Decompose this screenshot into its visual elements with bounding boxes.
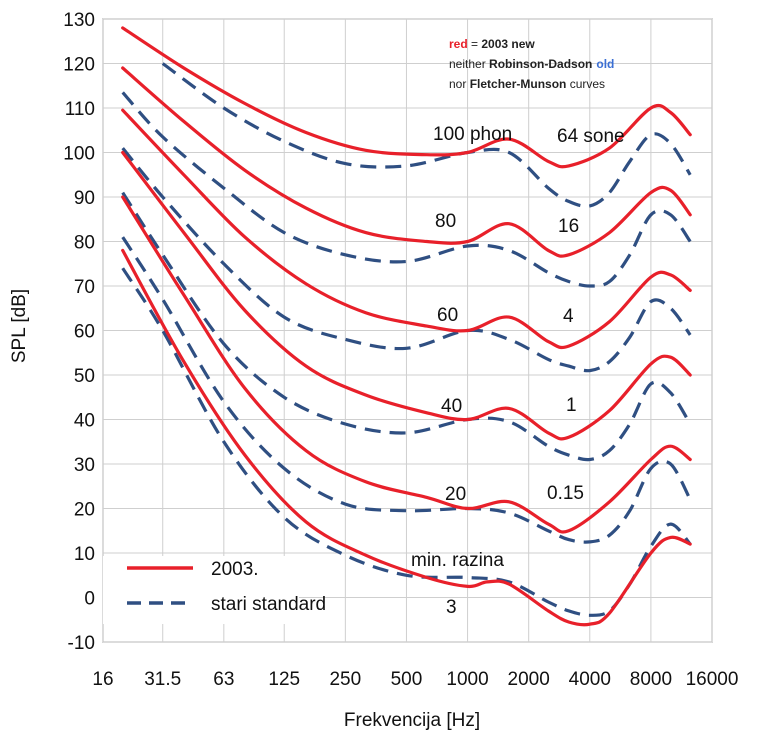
y-tick-label: 130 bbox=[63, 10, 95, 31]
x-tick-label: 4000 bbox=[569, 669, 611, 690]
annotation-neither: neither bbox=[449, 57, 489, 71]
y-tick-labels: -10 0 10 20 30 40 50 60 70 80 90 100 110 120 130 bbox=[63, 10, 95, 654]
y-tick-label: 90 bbox=[74, 188, 95, 209]
x-tick-labels: 16 31.5 63 125 250 500 1000 2000 4000 8000 16000 bbox=[92, 669, 738, 690]
x-tick-label: 1000 bbox=[446, 669, 488, 690]
phon-label-20: 20 bbox=[445, 484, 466, 505]
new-curve-1 bbox=[121, 66, 692, 258]
y-axis-title: SPL [dB] bbox=[9, 289, 30, 363]
y-tick-label: 40 bbox=[74, 411, 95, 432]
y-tick-label: 50 bbox=[74, 366, 95, 387]
y-tick-label: 20 bbox=[74, 500, 95, 521]
annotation-line-3: nor Fletcher-Munson curves bbox=[449, 77, 605, 91]
x-tick-label: 500 bbox=[391, 669, 423, 690]
legend: 2003. stari standard bbox=[103, 556, 326, 624]
new-2003-curves bbox=[121, 26, 692, 627]
phon-label-3: 3 bbox=[446, 597, 457, 618]
y-tick-label: 120 bbox=[63, 55, 95, 76]
y-tick-label: -10 bbox=[68, 633, 95, 654]
new-curve-3 bbox=[121, 150, 692, 441]
sone-label-0-15: 0.15 bbox=[547, 483, 584, 504]
legend-label-old: stari standard bbox=[211, 594, 326, 615]
old-curve-4 bbox=[121, 236, 692, 544]
annotation-equals: = bbox=[468, 37, 482, 51]
old-curve-1 bbox=[121, 91, 692, 288]
annotation-line-2: neither Robinson-Dadson old bbox=[449, 57, 614, 71]
x-tick-label: 250 bbox=[329, 669, 361, 690]
annotation-old-word: old bbox=[596, 57, 614, 71]
y-tick-label: 110 bbox=[65, 99, 95, 120]
old-curve-5 bbox=[121, 267, 692, 617]
x-tick-label: 16000 bbox=[686, 669, 739, 690]
phon-label-60: 60 bbox=[437, 305, 458, 326]
y-tick-label: 100 bbox=[63, 144, 95, 165]
x-tick-label: 125 bbox=[268, 669, 300, 690]
annotation-fletcher-munson: Fletcher-Munson bbox=[470, 77, 567, 91]
old-standard-curves bbox=[121, 62, 692, 617]
x-axis-title: Frekvencija [Hz] bbox=[344, 710, 480, 731]
sone-label-4: 4 bbox=[563, 306, 574, 327]
y-tick-label: 80 bbox=[74, 233, 95, 254]
annotation-curves: curves bbox=[566, 77, 605, 91]
sone-label-64: 64 sone bbox=[557, 126, 625, 147]
new-curve-2 bbox=[121, 108, 692, 350]
annotation-nor: nor bbox=[449, 77, 470, 91]
x-tick-label: 31.5 bbox=[144, 669, 181, 690]
y-tick-label: 0 bbox=[84, 589, 95, 610]
new-curve-4 bbox=[121, 195, 692, 534]
y-tick-label: 30 bbox=[74, 455, 95, 476]
sone-label-16: 16 bbox=[558, 216, 579, 237]
phon-label-min-razina: min. razina bbox=[411, 550, 504, 571]
x-tick-label: 63 bbox=[213, 669, 234, 690]
phon-label-80: 80 bbox=[435, 211, 456, 232]
y-tick-label: 60 bbox=[74, 322, 95, 343]
annotation-line-1: red = 2003 new bbox=[449, 37, 535, 51]
old-curve-3 bbox=[121, 191, 692, 462]
annotation-2003-new: 2003 new bbox=[481, 37, 535, 51]
old-curve-2 bbox=[121, 147, 692, 373]
phon-label-100: 100 phon bbox=[433, 124, 512, 145]
phon-label-40: 40 bbox=[441, 396, 462, 417]
y-tick-label: 70 bbox=[74, 277, 95, 298]
x-tick-label: 2000 bbox=[508, 669, 550, 690]
sone-label-1: 1 bbox=[566, 395, 577, 416]
annotation-red-word: red bbox=[449, 37, 468, 51]
annotation-robinson-dadson: Robinson-Dadson bbox=[489, 57, 592, 71]
x-tick-label: 8000 bbox=[630, 669, 672, 690]
new-curve-5 bbox=[121, 248, 692, 627]
legend-label-2003: 2003. bbox=[211, 559, 259, 580]
y-tick-label: 10 bbox=[74, 544, 95, 565]
x-tick-label: 16 bbox=[92, 669, 113, 690]
new-curve-0 bbox=[121, 26, 692, 169]
old-curve-0 bbox=[161, 62, 692, 208]
